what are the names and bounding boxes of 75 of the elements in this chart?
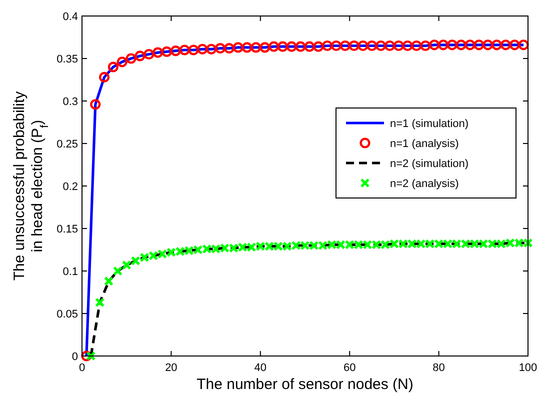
point <box>99 72 110 82</box>
point <box>134 50 146 62</box>
x-tick-label: 0 <box>78 362 86 374</box>
point <box>429 40 440 50</box>
point <box>340 40 350 52</box>
y-tick-label: 0.2 <box>62 181 78 193</box>
point <box>122 260 132 270</box>
point <box>268 41 280 52</box>
point <box>116 56 128 68</box>
point <box>197 44 208 54</box>
point <box>402 40 413 52</box>
x-tick-label: 80 <box>432 362 445 374</box>
point <box>518 40 529 50</box>
point <box>411 40 422 52</box>
point <box>144 48 154 60</box>
y-tick-label: 0.35 <box>56 54 78 66</box>
point <box>446 40 458 50</box>
point <box>179 44 190 56</box>
point <box>366 40 378 52</box>
point <box>188 44 199 56</box>
point <box>286 41 297 52</box>
point <box>242 42 252 53</box>
x-tick-label: 100 <box>518 362 538 374</box>
point <box>509 40 520 50</box>
x-tick-label: 20 <box>165 362 178 374</box>
legend-label: n=1 (analysis) <box>390 138 459 150</box>
point <box>295 41 306 52</box>
point <box>456 40 466 50</box>
point <box>438 40 449 50</box>
point <box>474 40 484 50</box>
point <box>358 40 368 52</box>
point <box>214 43 226 54</box>
point <box>86 351 96 361</box>
point <box>464 40 476 50</box>
point <box>348 40 360 52</box>
point <box>376 40 386 52</box>
point <box>90 99 101 110</box>
point <box>170 46 181 56</box>
point <box>420 40 431 52</box>
point <box>491 40 502 50</box>
legend-label: n=2 (analysis) <box>390 178 459 190</box>
point <box>384 40 396 52</box>
legend-label: n=1 (simulation) <box>390 118 469 130</box>
point <box>260 42 270 53</box>
point <box>81 350 92 362</box>
point <box>322 40 333 52</box>
point <box>206 44 217 54</box>
point <box>313 41 324 52</box>
point <box>330 40 342 52</box>
point <box>393 40 404 52</box>
point <box>232 42 244 53</box>
point <box>112 266 122 276</box>
point <box>250 42 262 53</box>
point <box>277 41 288 52</box>
legend-label: n=2 (simulation) <box>390 158 469 170</box>
point <box>482 40 494 50</box>
point <box>500 40 511 50</box>
point <box>108 62 119 72</box>
y-tick-label: 0.4 <box>62 11 78 23</box>
point <box>152 47 164 58</box>
y-tick-label: 0 <box>72 351 78 363</box>
y-tick-label: 0.05 <box>56 308 78 320</box>
x-axis-title: The number of sensor nodes (N) <box>196 376 414 393</box>
y-tick-label: 0.25 <box>56 138 78 150</box>
point <box>304 41 315 52</box>
point <box>161 46 172 57</box>
point <box>224 43 234 54</box>
point <box>95 298 105 308</box>
point <box>104 276 114 286</box>
x-tick-label: 40 <box>254 362 267 374</box>
y-tick-label: 0.15 <box>56 224 78 236</box>
y-tick-label: 0.3 <box>62 96 78 108</box>
x-tick-label: 60 <box>343 362 356 374</box>
y-tick-label: 0.1 <box>62 266 78 278</box>
point <box>126 53 136 64</box>
